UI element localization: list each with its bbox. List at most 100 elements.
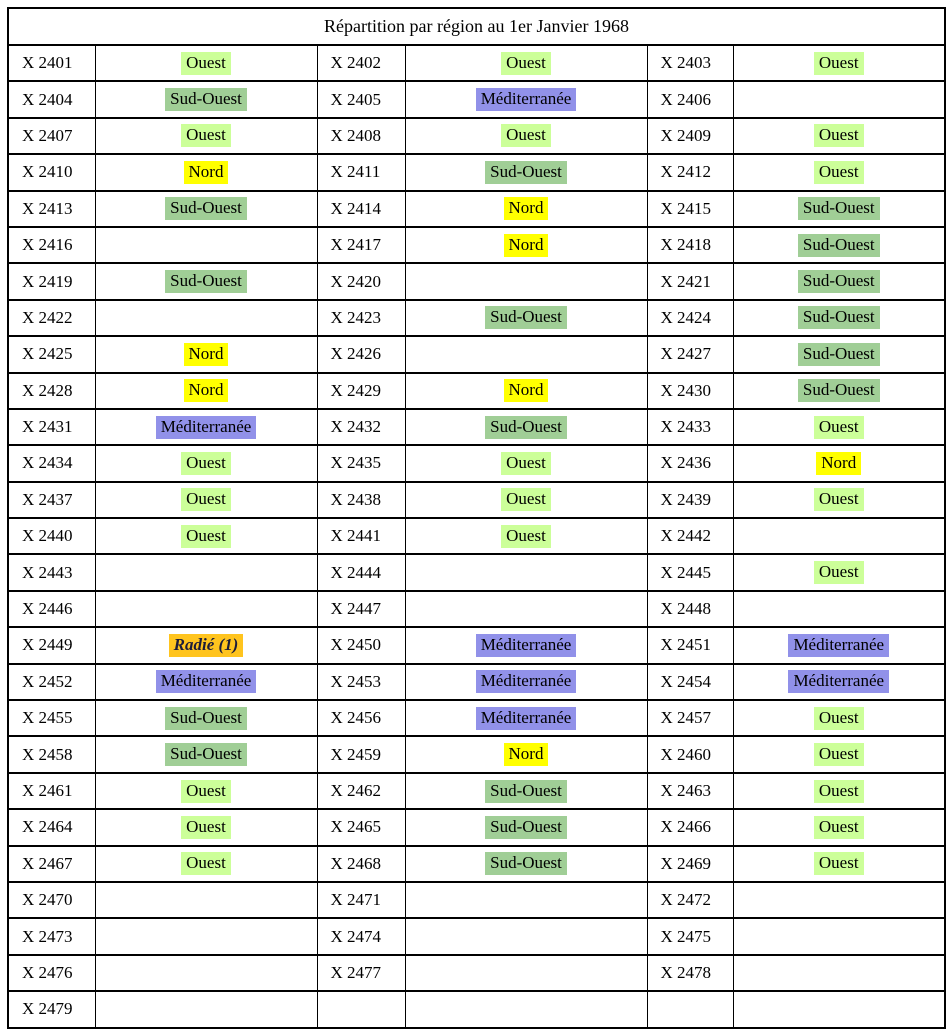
region-highlight: Sud-Ouest: [797, 342, 880, 366]
unit-code-cell: X 2465: [316, 808, 406, 847]
unit-code-cell: X 2463: [646, 771, 734, 811]
region-cell: Nord: [404, 371, 648, 410]
region-cell: Ouest: [732, 735, 946, 774]
table-row: X 2455 Sud-Ouest X 2456 Méditerranée X 2457 O…: [7, 699, 946, 738]
region-cell: Sud-Ouest: [732, 262, 946, 301]
region-highlight: Nord: [816, 451, 862, 475]
table-row: X 2431 Méditerranée X 2432 Sud-Ouest X 2433 O…: [7, 407, 946, 447]
region-cell: Sud-Ouest: [732, 225, 946, 265]
unit-code-cell: X 2419: [7, 262, 96, 301]
region-cell: Ouest: [732, 771, 946, 811]
region-highlight: Sud-Ouest: [797, 197, 880, 221]
region-cell: Ouest: [94, 480, 318, 520]
unit-code-cell: X 2422: [7, 298, 96, 338]
region-cell: Ouest: [404, 517, 648, 556]
region-cell: Ouest: [732, 553, 946, 592]
region-cell: Sud-Ouest: [732, 335, 946, 374]
region-cell: Ouest: [404, 444, 648, 483]
region-cell: [94, 953, 318, 993]
region-cell: [94, 589, 318, 629]
region-highlight: Nord: [183, 342, 229, 366]
region-highlight: Nord: [503, 233, 549, 257]
region-highlight: Ouest: [181, 51, 231, 75]
region-cell: Ouest: [94, 844, 318, 883]
unit-code-cell: X 2466: [646, 808, 734, 847]
unit-code-cell: X 2450: [316, 626, 406, 665]
region-highlight: Ouest: [181, 779, 231, 803]
unit-code-cell: X 2412: [646, 153, 734, 192]
region-cell: Ouest: [94, 771, 318, 811]
table-row: X 2437 Ouest X 2438 Ouest X 2439 Ouest: [7, 480, 946, 520]
region-cell: Nord: [94, 371, 318, 410]
region-cell: Nord: [404, 225, 648, 265]
region-cell: Nord: [404, 189, 648, 228]
unit-code-cell: X 2447: [316, 589, 406, 629]
unit-code-cell: X 2426: [316, 335, 406, 374]
region-cell: Sud-Ouest: [94, 262, 318, 301]
table-row: X 2464 Ouest X 2465 Sud-Ouest X 2466 Ouest: [7, 808, 946, 847]
document-page: Répartition par région au 1er Janvier 19…: [7, 7, 946, 1029]
region-highlight: Ouest: [181, 524, 231, 548]
unit-code-cell: X 2441: [316, 517, 406, 556]
region-highlight: Sud-Ouest: [485, 160, 567, 184]
region-highlight: Méditerranée: [155, 415, 257, 439]
region-highlight: Sud-Ouest: [485, 779, 567, 803]
region-cell: [404, 953, 648, 993]
region-cell: [404, 917, 648, 956]
region-highlight: Ouest: [501, 488, 551, 512]
table-row: X 2422 X 2423 Sud-Ouest X 2424 Sud-Ouest: [7, 298, 946, 338]
table-row: X 2473 X 2474 X 2475: [7, 917, 946, 956]
unit-code-cell: X 2445: [646, 553, 734, 592]
unit-code-cell: X 2444: [316, 553, 406, 592]
unit-code-cell: X 2403: [646, 43, 734, 83]
region-cell: Sud-Ouest: [94, 189, 318, 228]
unit-code-cell: X 2432: [316, 407, 406, 447]
region-cell: Ouest: [732, 699, 946, 738]
region-highlight: Nord: [183, 160, 229, 184]
region-cell: Ouest: [732, 407, 946, 447]
unit-code-cell: X 2452: [7, 662, 96, 702]
region-cell: [404, 589, 648, 629]
region-cell: Sud-Ouest: [732, 371, 946, 410]
unit-code-cell: X 2415: [646, 189, 734, 228]
unit-code-cell: X 2470: [7, 880, 96, 920]
region-cell: Méditerranée: [94, 662, 318, 702]
region-highlight: Méditerranée: [788, 670, 890, 694]
unit-code-cell: X 2472: [646, 880, 734, 920]
region-cell: [94, 917, 318, 956]
region-cell: Sud-Ouest: [732, 189, 946, 228]
unit-code-cell: X 2471: [316, 880, 406, 920]
region-highlight: Ouest: [813, 779, 864, 803]
region-highlight: Ouest: [813, 51, 864, 75]
region-cell: Méditerranée: [404, 626, 648, 665]
unit-code-cell: X 2478: [646, 953, 734, 993]
region-cell: Sud-Ouest: [404, 298, 648, 338]
unit-code-cell: X 2439: [646, 480, 734, 520]
region-cell: Nord: [732, 444, 946, 483]
unit-code-cell: X 2407: [7, 116, 96, 156]
region-highlight: Ouest: [501, 524, 551, 548]
region-cell: [94, 225, 318, 265]
region-cell: Ouest: [404, 480, 648, 520]
table-row: X 2404 Sud-Ouest X 2405 Méditerranée X 2406: [7, 80, 946, 119]
region-highlight: Méditerranée: [475, 706, 577, 730]
region-highlight: Radié (1): [168, 633, 244, 657]
region-highlight: Ouest: [813, 415, 864, 439]
unit-code-cell: X 2427: [646, 335, 734, 374]
region-highlight: Sud-Ouest: [485, 815, 567, 839]
region-highlight: Ouest: [813, 124, 864, 148]
region-cell: Ouest: [94, 43, 318, 83]
unit-code-cell: X 2433: [646, 407, 734, 447]
table-row: X 2458 Sud-Ouest X 2459 Nord X 2460 Ouest: [7, 735, 946, 774]
region-highlight: Nord: [503, 379, 549, 403]
unit-code-cell: X 2410: [7, 153, 96, 192]
region-cell: [404, 553, 648, 592]
region-highlight: Ouest: [813, 815, 864, 839]
table-row: X 2416 X 2417 Nord X 2418 Sud-Ouest: [7, 225, 946, 265]
unit-code-cell: X 2416: [7, 225, 96, 265]
unit-code-cell: X 2464: [7, 808, 96, 847]
table-row: X 2401 Ouest X 2402 Ouest X 2403 Ouest: [7, 43, 946, 83]
region-cell: Sud-Ouest: [94, 699, 318, 738]
unit-code-cell: X 2474: [316, 917, 406, 956]
unit-code-cell: X 2406: [646, 80, 734, 119]
